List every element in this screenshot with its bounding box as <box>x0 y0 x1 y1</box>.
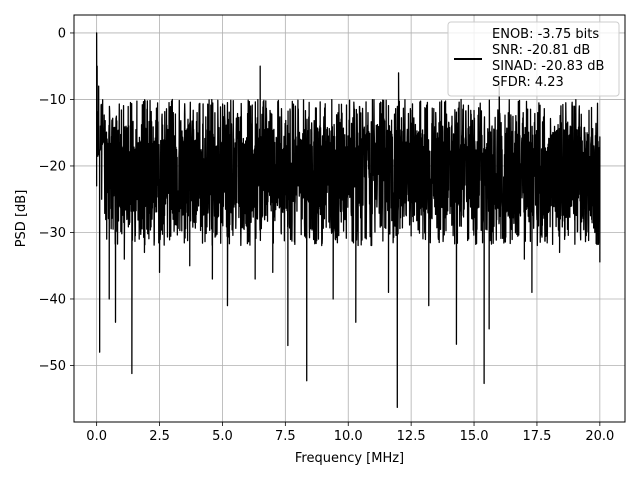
series-layer <box>95 32 601 409</box>
x-tick-label: 0.0 <box>86 429 107 444</box>
x-tick-label: 15.0 <box>460 429 489 444</box>
x-tick-label: 10.0 <box>334 429 363 444</box>
psd-trace <box>95 32 601 409</box>
y-axis-label: PSD [dB] <box>14 190 29 248</box>
legend-snr: SNR: -20.81 dB <box>492 43 590 58</box>
legend-sinad: SINAD: -20.83 dB <box>492 59 604 74</box>
y-tick-label: 0 <box>58 26 66 41</box>
legend-box <box>447 21 620 97</box>
x-tick-label: 7.5 <box>275 429 296 444</box>
x-tick-label: 5.0 <box>212 429 233 444</box>
y-tick-label: −50 <box>39 359 66 374</box>
x-tick-label: 20.0 <box>585 429 614 444</box>
x-tick-label: 2.5 <box>149 429 170 444</box>
legend-enob: ENOB: -3.75 bits <box>492 27 599 42</box>
x-tick-label: 12.5 <box>397 429 426 444</box>
y-tick-label: −20 <box>39 159 66 174</box>
y-tick-label: −40 <box>39 292 66 307</box>
y-tick-label: −10 <box>39 93 66 108</box>
x-axis-label: Frequency [MHz] <box>295 451 404 466</box>
legend: ENOB: -3.75 bits SNR: -20.81 dB SINAD: -… <box>447 21 620 97</box>
y-tick-label: −30 <box>39 226 66 241</box>
x-tick-label: 17.5 <box>522 429 551 444</box>
tick-layer: 0.0 2.5 5.0 7.5 10.0 12.5 15.0 17.5 20.0 0 −10 −20 −… <box>39 26 615 444</box>
legend-sfdr: SFDR: 4.23 <box>492 75 564 90</box>
plot-frame <box>73 14 626 423</box>
